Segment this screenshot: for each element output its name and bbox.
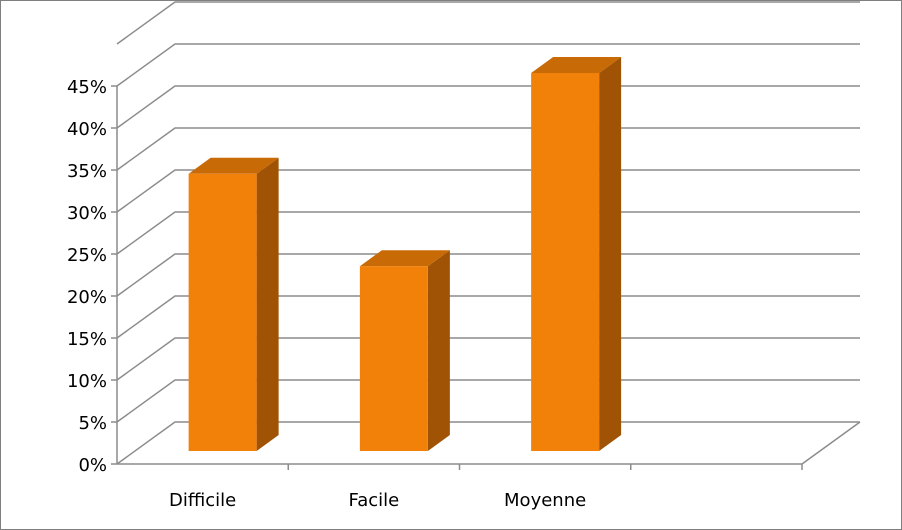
y-tick-label: 5% xyxy=(78,413,107,434)
gridline xyxy=(116,253,860,297)
gridline xyxy=(116,421,860,465)
gridline xyxy=(116,127,860,171)
gridlines xyxy=(116,1,861,465)
y-tick-label: 35% xyxy=(67,161,107,182)
floor-edge xyxy=(801,421,861,465)
y-tick-label: 0% xyxy=(78,455,107,476)
x-tick-labels: Difficile Facile Moyenne xyxy=(169,490,586,511)
gridline xyxy=(116,379,860,423)
gridline xyxy=(116,85,860,129)
x-tick-label: Moyenne xyxy=(504,490,586,511)
bar-side-facile xyxy=(427,250,450,451)
gridline xyxy=(116,1,860,45)
gridline xyxy=(116,295,860,339)
y-tick-label: 10% xyxy=(67,371,107,392)
bar-top-facile xyxy=(359,250,450,267)
y-tick-labels: 0% 5% 10% 15% 20% 25% 30% 35% 40% 45% xyxy=(67,77,107,476)
gridline xyxy=(116,337,860,381)
y-tick-label: 30% xyxy=(67,203,107,224)
bar-moyenne xyxy=(531,73,600,451)
bars xyxy=(188,57,622,452)
x-tick-label: Facile xyxy=(349,490,400,511)
gridline xyxy=(116,169,860,213)
bar-side-moyenne xyxy=(599,57,622,451)
axes xyxy=(111,85,803,470)
gridline xyxy=(116,211,860,255)
bar-top-moyenne xyxy=(531,57,622,73)
bar-difficile xyxy=(188,173,257,452)
y-tick-label: 45% xyxy=(67,77,107,98)
gridline xyxy=(116,43,860,87)
bar-facile xyxy=(359,266,428,451)
y-tick-label: 20% xyxy=(67,287,107,308)
y-tick-label: 25% xyxy=(67,245,107,266)
bar-side-difficile xyxy=(256,157,279,452)
y-tick-label: 15% xyxy=(67,329,107,350)
y-tick-label: 40% xyxy=(67,119,107,140)
bar-top-difficile xyxy=(188,157,279,174)
x-tick-label: Difficile xyxy=(169,490,236,511)
